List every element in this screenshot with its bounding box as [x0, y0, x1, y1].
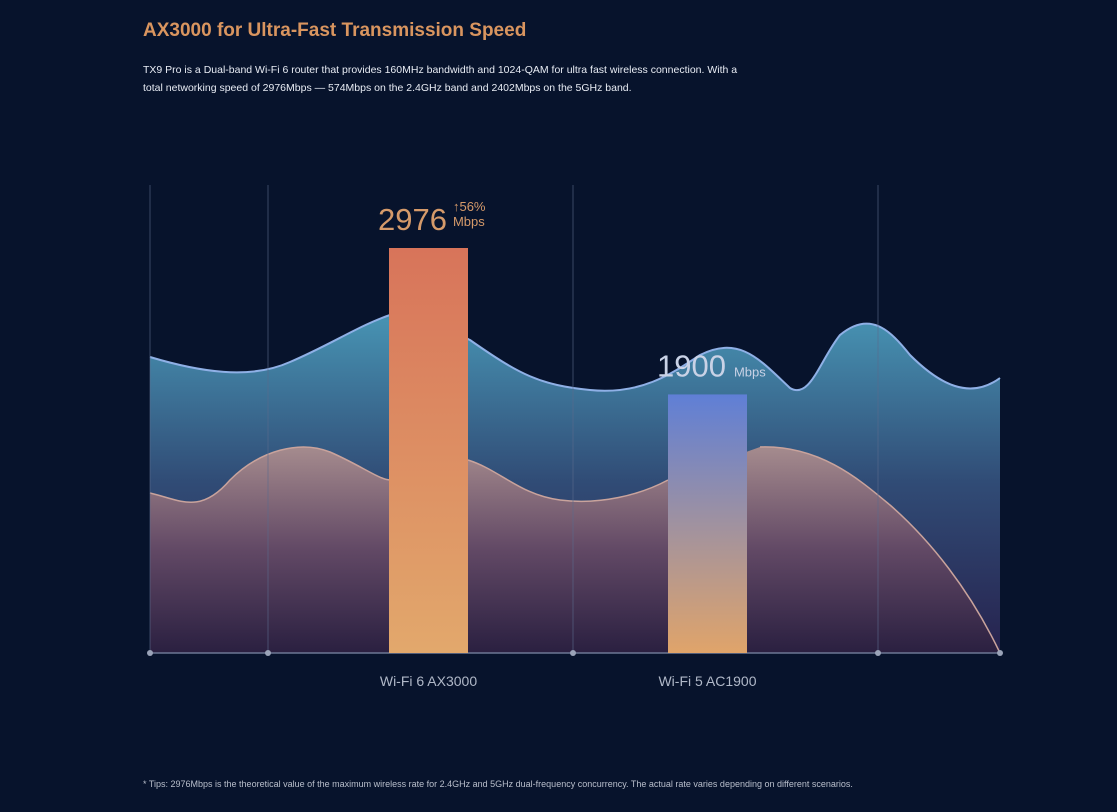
unit-label: Mbps: [734, 364, 766, 379]
x-tick-label: Wi-Fi 5 AC1900: [658, 673, 756, 689]
unit-label: Mbps: [453, 214, 485, 229]
x-tick-label: Wi-Fi 6 AX3000: [380, 673, 477, 689]
value-label: 2976: [378, 202, 447, 237]
annotation: ↑56%: [453, 199, 486, 214]
chart-title: AX3000 for Ultra-Fast Transmission Speed: [143, 20, 527, 41]
decoration: [147, 185, 1003, 656]
value-label: 1900: [657, 348, 726, 383]
footnote: * Tips: 2976Mbps is the theoretical valu…: [143, 779, 853, 789]
bar: [389, 248, 468, 653]
description: TX9 Pro is a Dual-band Wi-Fi 6 router th…: [143, 64, 738, 94]
bar: [668, 394, 747, 653]
